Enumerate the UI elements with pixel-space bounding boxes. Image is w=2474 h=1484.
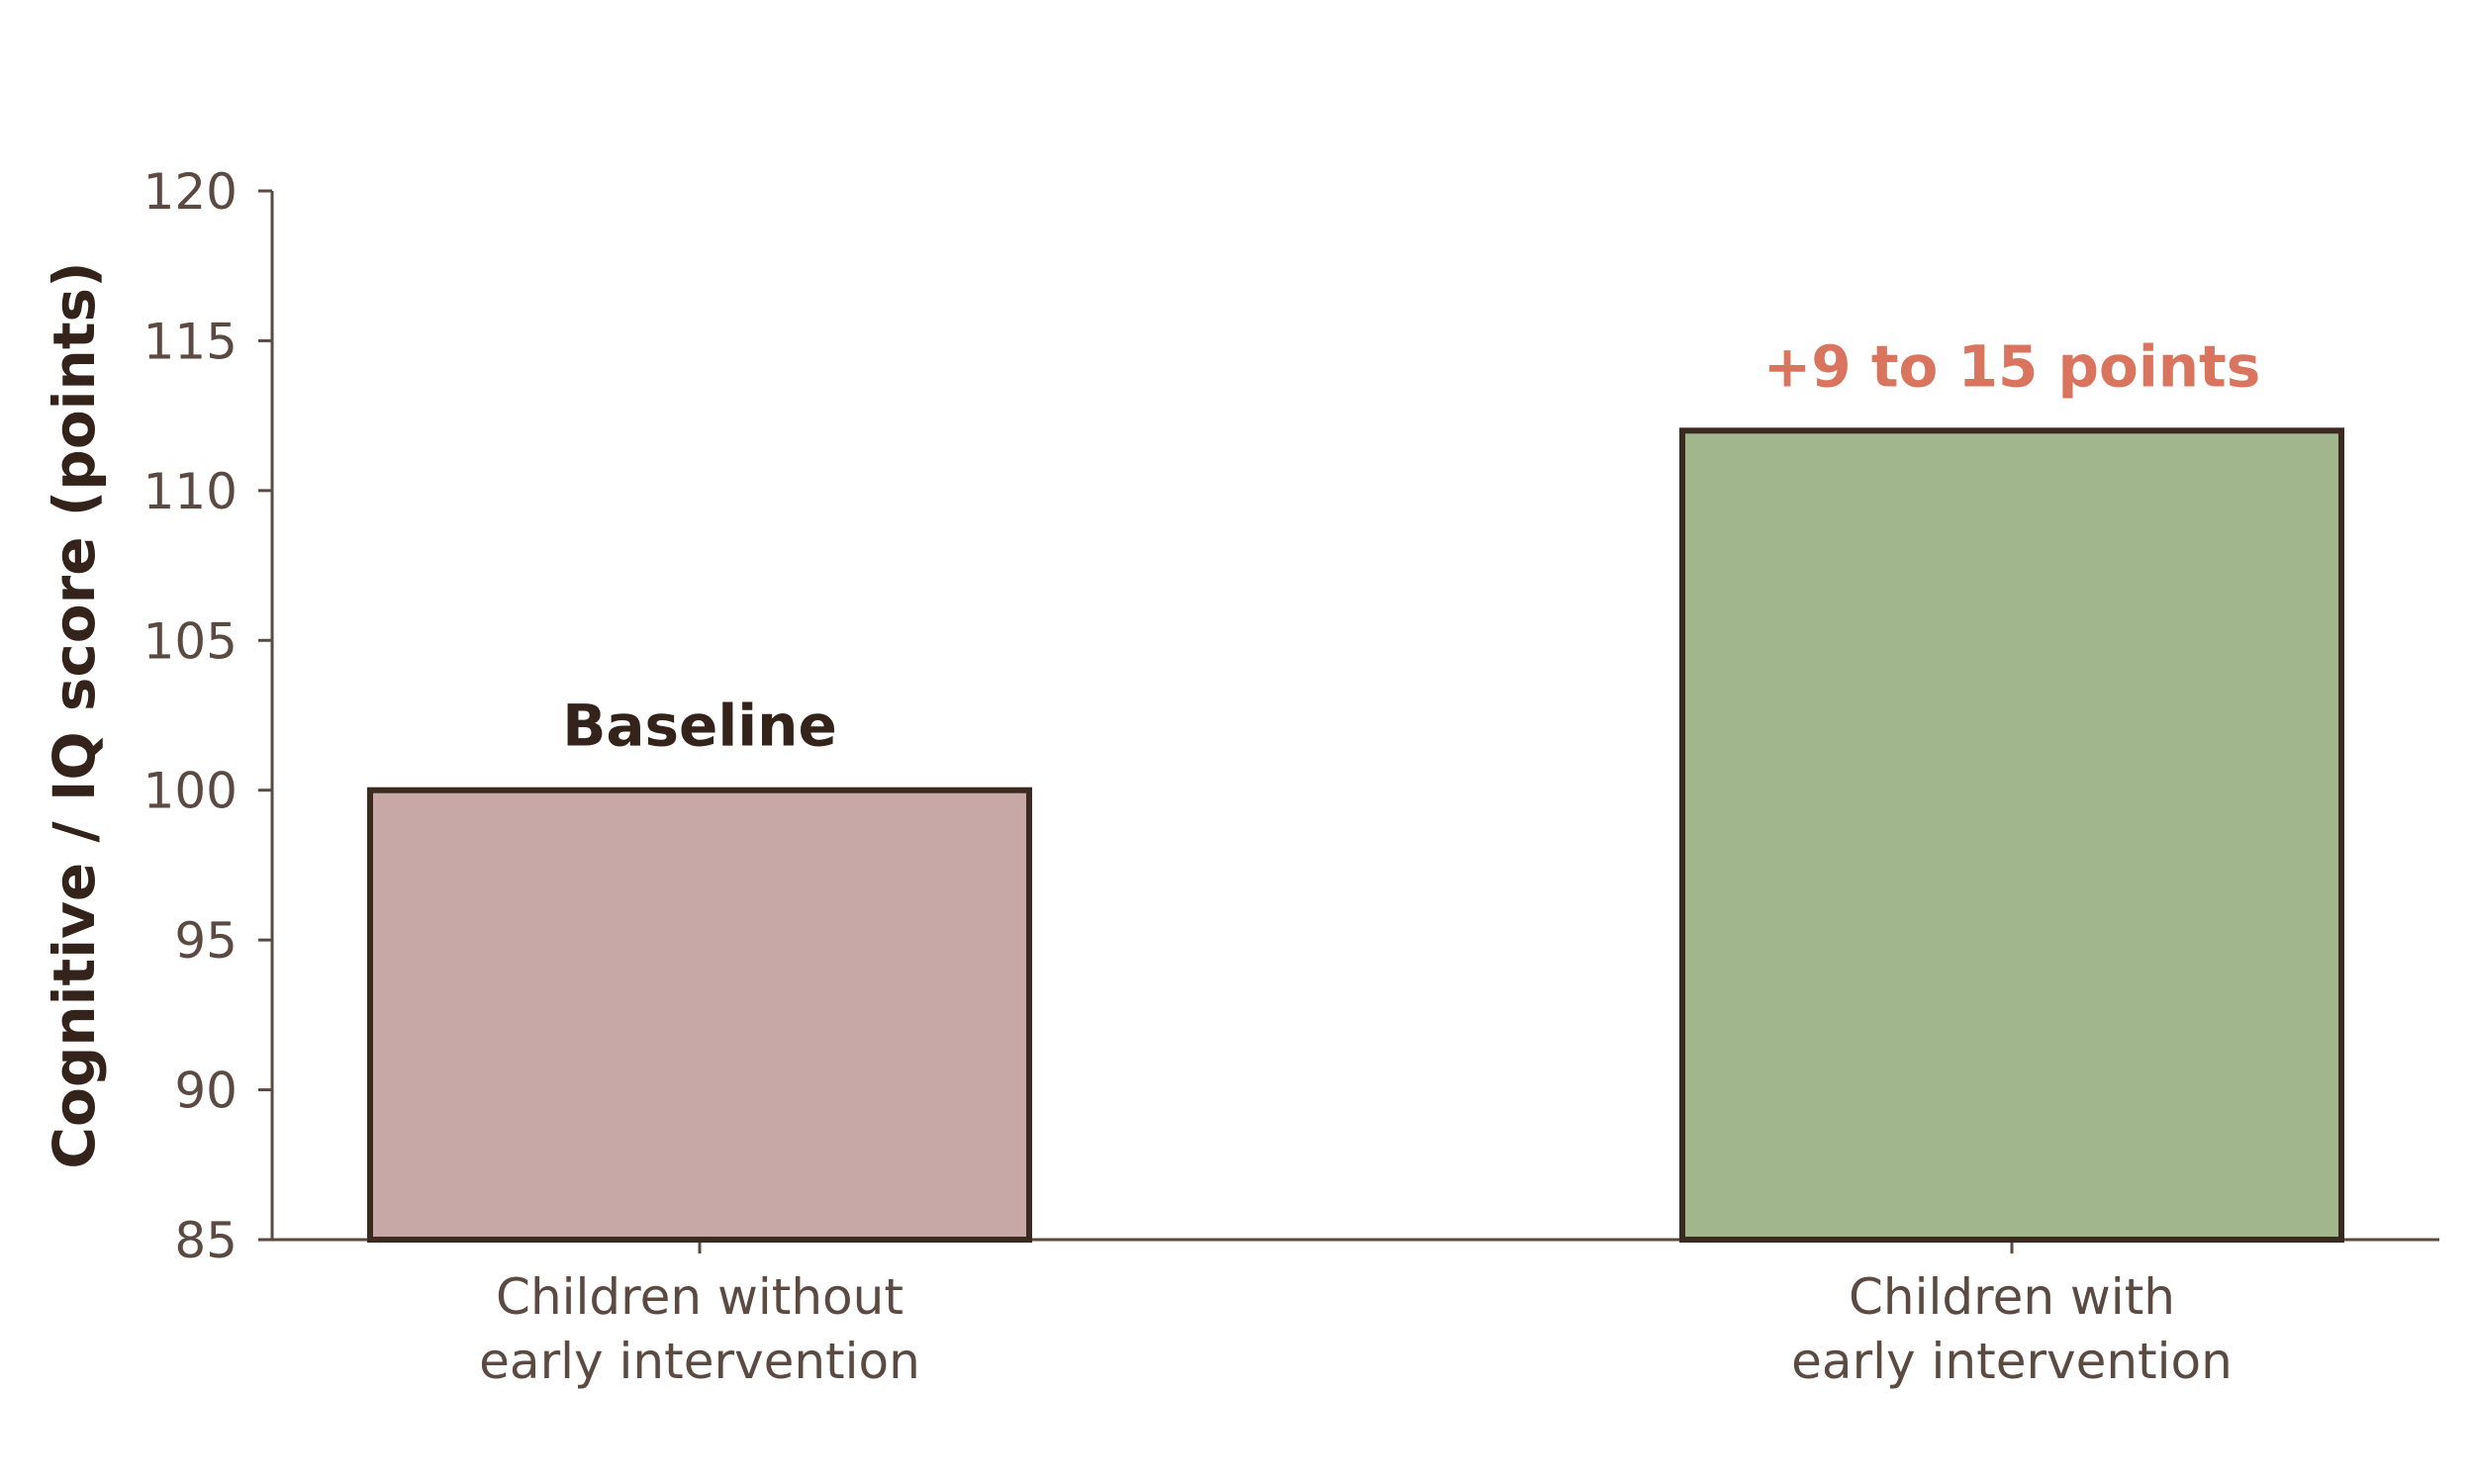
y-tick-label: 90 bbox=[174, 1063, 238, 1120]
x-tick-label: early intervention bbox=[479, 1333, 920, 1390]
y-axis-label: Cognitive / IQ score (points) bbox=[41, 261, 108, 1168]
x-tick-label: Children without bbox=[496, 1268, 904, 1326]
data-labels: Baseline +9 to 15 points bbox=[562, 332, 2260, 759]
y-tick-label: 85 bbox=[174, 1212, 238, 1269]
bar bbox=[1679, 427, 2344, 1243]
bar bbox=[367, 787, 1032, 1243]
y-tick-label: 95 bbox=[174, 912, 238, 970]
bar-data-label: Baseline bbox=[562, 693, 837, 760]
x-tick-label: early intervention bbox=[1791, 1333, 2233, 1390]
x-tick-label: Children with bbox=[1849, 1268, 2175, 1326]
y-tick-label: 120 bbox=[143, 163, 238, 221]
y-tick-label: 110 bbox=[143, 463, 238, 520]
bar-data-label: +9 to 15 points bbox=[1763, 332, 2261, 400]
bars bbox=[367, 427, 2344, 1243]
y-axis: 85 90 95 100 105 110 115 120 bbox=[143, 163, 274, 1269]
y-tick-label: 105 bbox=[143, 612, 238, 670]
y-tick-label: 100 bbox=[143, 763, 238, 820]
y-tick-label: 115 bbox=[143, 313, 238, 370]
x-axis: Children without early intervention Childr… bbox=[272, 1238, 2439, 1390]
